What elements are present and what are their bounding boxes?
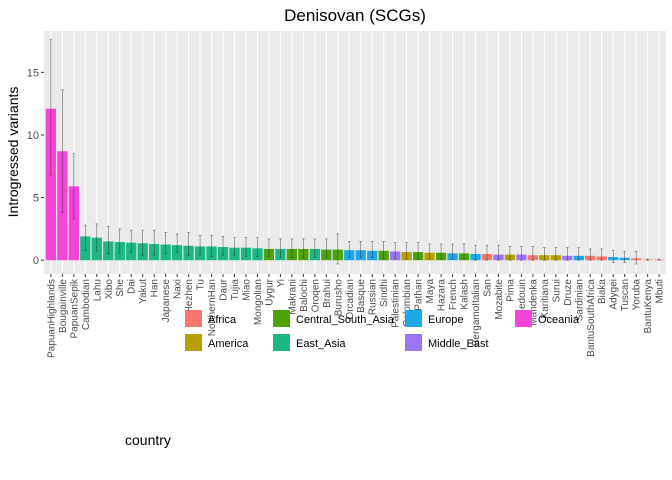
x-tick-label: Sardinian — [574, 279, 585, 321]
x-tick-label: Palestinian — [391, 279, 402, 328]
x-tick-label: Mandenka — [528, 279, 539, 326]
x-tick-label: Cambodian — [81, 279, 92, 330]
x-tick-label: NorthernHan — [207, 279, 218, 336]
x-tick-label: Bougainville — [58, 279, 69, 333]
x-tick-label: Mozabite — [494, 279, 505, 320]
x-tick-label: Mongolian — [253, 279, 264, 325]
legend-key-America — [185, 334, 202, 351]
x-tick-label: Japanese — [161, 279, 172, 323]
y-tick-label: 15 — [27, 67, 39, 79]
x-tick-label: PapuanSepik — [69, 278, 80, 338]
x-tick-label: Xibo — [104, 279, 115, 299]
x-tick-label: Yoruba — [632, 279, 643, 311]
bar-PapuanHighlands — [45, 108, 57, 261]
legend-key-Africa — [185, 310, 202, 327]
x-tick-label: Daur — [219, 278, 230, 300]
x-tick-label: Tujia — [230, 279, 241, 301]
x-tick-label: Oroqen — [310, 279, 321, 312]
x-tick-label: Lahu — [92, 279, 103, 301]
legend-label: America — [208, 338, 249, 350]
x-tick-label: Mbuti — [655, 279, 666, 303]
x-tick-label: Adygei — [609, 279, 620, 310]
x-tick-label: Biaka — [597, 279, 608, 304]
x-tick-label: Orcadian — [345, 279, 356, 320]
x-tick-label: San — [482, 279, 493, 297]
legend-label: Central_South_Asia — [296, 314, 395, 326]
legend: country Africa America Central_South_Asia E… — [125, 310, 580, 448]
x-tick-label: Druze — [563, 279, 574, 306]
x-tick-label: Miao — [241, 279, 252, 301]
x-tick-label: Balochi — [299, 279, 310, 312]
bar-PapuanSepik — [68, 186, 80, 261]
x-tick-label: Tuscan — [620, 279, 631, 311]
x-tick-label: Maya — [425, 279, 436, 304]
x-tick-label: BergamoItalian — [471, 279, 482, 346]
x-tick-label: Kalash — [460, 279, 471, 310]
x-tick-label: Surui — [551, 279, 562, 302]
legend-key-Oceania — [515, 310, 532, 327]
x-axis: PapuanHighlands Bougainville PapuanSepik Ca… — [46, 274, 666, 358]
legend-label: Europe — [428, 314, 463, 326]
x-tick-label: PapuanHighlands — [46, 279, 57, 358]
x-tick-label: Karitiana — [540, 279, 551, 319]
legend-title: country — [125, 432, 171, 448]
x-tick-label: BantuSouthAfrica — [586, 279, 597, 357]
x-tick-label: Colombian — [402, 279, 413, 327]
x-tick-label: Makrani — [287, 279, 298, 315]
x-tick-label: Bedouin — [517, 279, 528, 316]
y-tick-label: 0 — [33, 255, 39, 267]
x-tick-label: Sindhi — [379, 279, 390, 307]
chart-title: Denisovan (SCGs) — [284, 6, 426, 25]
x-tick-label: Yi — [276, 279, 287, 288]
x-tick-label: She — [115, 279, 126, 297]
legend-key-Middle_East — [405, 334, 422, 351]
plot-panel — [44, 31, 666, 274]
x-tick-label: Han — [150, 279, 161, 297]
x-tick-label: Hezhen — [184, 279, 195, 313]
grid — [50, 31, 660, 274]
legend-key-East_Asia — [273, 334, 290, 351]
error-bars — [49, 39, 661, 265]
legend-label: Middle_East — [428, 338, 489, 350]
x-tick-label: Naxi — [173, 279, 184, 299]
x-tick-label: Basque — [356, 279, 367, 313]
legend-label: Africa — [208, 314, 237, 326]
legend-key-Europe — [405, 310, 422, 327]
x-tick-label: Burusho — [333, 279, 344, 317]
x-tick-label: French — [448, 279, 459, 310]
x-tick-label: BantuKenya — [643, 279, 654, 334]
x-tick-label: Pathan — [414, 279, 425, 311]
x-tick-label: Uygur — [264, 278, 275, 305]
x-tick-label: Dai — [127, 279, 138, 294]
y-tick-label: 10 — [27, 130, 39, 142]
x-tick-label: Yakut — [138, 279, 149, 304]
x-tick-label: Russian — [368, 279, 379, 315]
y-tick-label: 5 — [33, 193, 39, 205]
x-tick-label: Tu — [196, 279, 207, 290]
legend-label: Oceania — [538, 314, 580, 326]
x-tick-label: Brahui — [322, 279, 333, 308]
x-tick-label: Hazara — [437, 279, 448, 312]
y-axis-label: Introgressed variants — [5, 87, 21, 218]
legend-label: East_Asia — [296, 338, 346, 350]
legend-key-Central_South_Asia — [273, 310, 290, 327]
x-tick-label: Pima — [505, 279, 516, 302]
y-axis: 0 5 10 15 — [27, 67, 44, 267]
